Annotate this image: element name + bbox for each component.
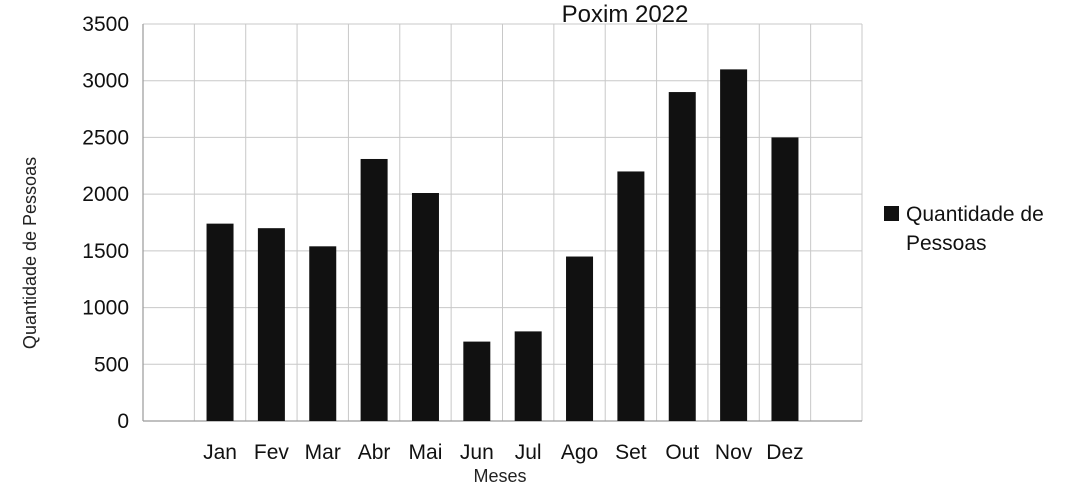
legend-label-line-1: Quantidade de [906,203,1044,226]
gridlines [142,23,863,422]
y-tick-label: 2000 [82,183,129,206]
x-tick-label: Nov [715,441,753,464]
y-tick-label: 1500 [82,240,129,263]
x-tick-label: Jun [460,441,494,464]
y-tick-labels: 0 500 1000 1500 2000 2500 3000 3500 [82,13,129,433]
y-tick-label: 3000 [82,70,129,93]
y-tick-label: 0 [117,410,129,433]
x-tick-label: Mai [409,441,443,464]
bar-ago [566,256,594,421]
x-tick-label: Ago [561,441,598,464]
x-tick-labels: Jan Fev Mar Abr Mai Jun Jul Ago Set Out Nov Dez [203,441,804,464]
x-tick-label: Out [665,441,699,464]
y-axis-title: Quantidade de Pessoas [20,157,40,349]
x-tick-label: Mar [305,441,341,464]
bar-abr [360,158,388,422]
bar-mai [411,193,439,421]
chart-title: Poxim 2022 [562,1,689,28]
x-tick-label: Jan [203,441,237,464]
y-tick-label: 1000 [82,297,129,320]
x-tick-label: Abr [358,441,391,464]
bar-jan [206,223,234,421]
x-tick-label: Dez [766,441,803,464]
y-tick-label: 3500 [82,13,129,36]
x-axis-title: Meses [473,466,526,485]
x-tick-label: Jul [515,441,542,464]
bar-set [617,171,645,421]
x-tick-label: Set [615,441,647,464]
bar-fev [257,228,285,421]
bar-jul [514,331,542,421]
bar-nov [720,69,748,421]
bar-mar [309,246,337,421]
bars [206,69,799,422]
bar-jun [463,341,491,421]
legend: Quantidade de Pessoas [884,203,1044,255]
x-tick-label: Fev [254,441,290,464]
legend-label-line-2: Pessoas [906,232,987,255]
y-tick-label: 500 [94,353,129,376]
bar-out [668,92,696,422]
y-tick-label: 2500 [82,126,129,149]
bar-dez [771,137,799,421]
legend-swatch [884,206,899,221]
